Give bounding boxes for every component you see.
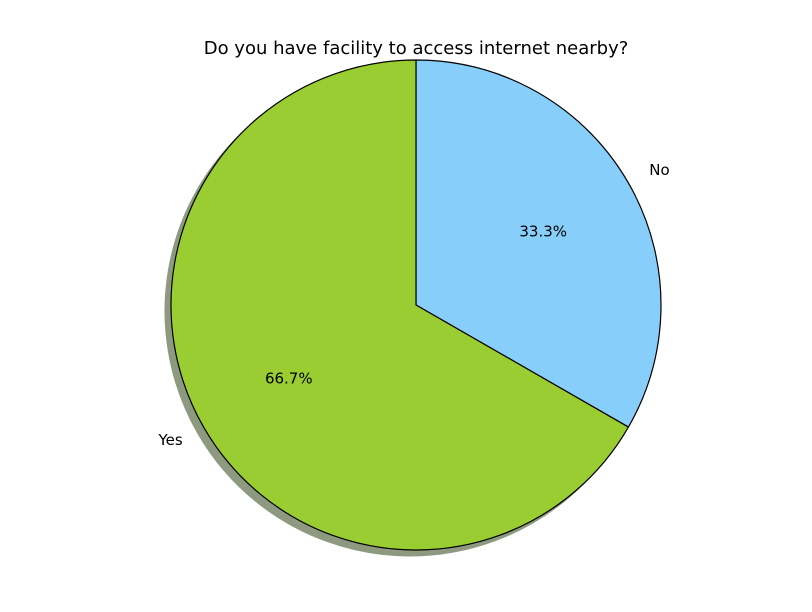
pie-slices [170, 59, 662, 551]
pie-labels: No 33.3% Yes 66.7% [158, 161, 670, 449]
slice-label-yes: Yes [158, 431, 183, 449]
slice-label-no: No [649, 161, 669, 179]
slice-no [415, 59, 662, 428]
chart-title: Do you have facility to access internet … [204, 38, 629, 59]
pct-label-no: 33.3% [519, 222, 567, 240]
slice-yes [170, 59, 630, 551]
pct-label-yes: 66.7% [265, 370, 313, 388]
